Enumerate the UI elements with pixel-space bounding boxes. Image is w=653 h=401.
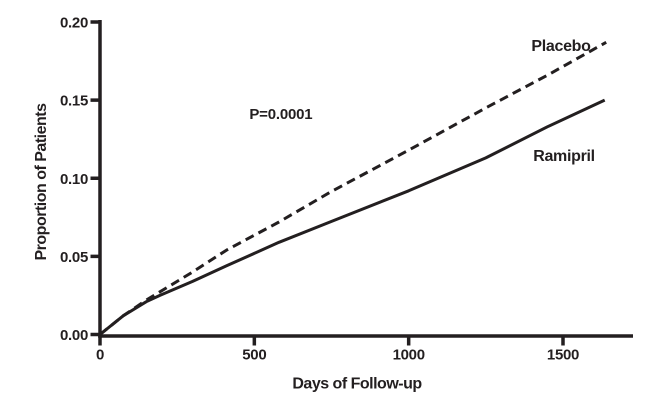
y-tick-label: 0.10 bbox=[60, 171, 88, 188]
x-tick-label: 1000 bbox=[393, 347, 425, 364]
x-tick-label: 500 bbox=[242, 347, 266, 364]
y-tick-label: 0.00 bbox=[60, 327, 88, 344]
series-label-ramipril: Ramipril bbox=[533, 148, 595, 165]
y-tick-label: 0.05 bbox=[60, 249, 88, 266]
x-tick-label: 1500 bbox=[547, 347, 579, 364]
x-tick-label: 0 bbox=[96, 347, 104, 364]
y-axis-title: Proportion of Patients bbox=[33, 103, 50, 261]
y-tick-label: 0.20 bbox=[60, 15, 88, 32]
series-line-ramipril bbox=[99, 98, 606, 336]
x-axis-title: Days of Follow-up bbox=[292, 376, 422, 393]
p-value-annotation: P=0.0001 bbox=[249, 106, 312, 123]
series-line-placebo bbox=[99, 40, 607, 336]
series-label-placebo: Placebo bbox=[531, 38, 591, 55]
y-tick-label: 0.15 bbox=[60, 93, 88, 110]
